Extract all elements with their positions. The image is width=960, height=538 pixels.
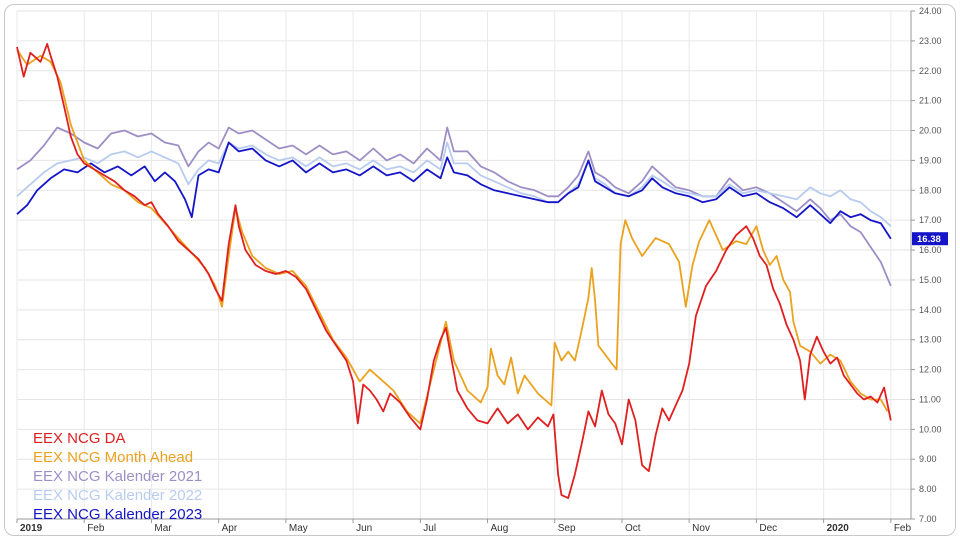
x-tick-label: Feb [87,523,105,534]
line-chart: 24.00 23.00 22.00 21.00 20.00 19.00 18.00 17.00… [16,6,948,534]
series-line-eex-ncg-kalender-2023 [16,141,892,240]
y-tick-label: 7.00 [919,514,937,524]
series-line-eex-ncg-kalender-2022 [16,141,892,227]
series-line-eex-ncg-kalender-2021 [16,126,892,287]
y-tick-label: 17.00 [919,215,942,225]
x-tick-label: May [289,523,308,534]
legend-entry: EEX NCG DA [33,430,126,447]
y-tick-label: 20.00 [919,126,942,136]
series-line-eex-ncg-da [16,43,892,499]
y-tick-label: 13.00 [919,335,942,345]
legend: EEX NCG DA EEX NCG Month Ahead EEX NCG Kal… [33,430,202,523]
x-tick-label: Dec [759,523,777,534]
y-tick-label: 24.00 [919,6,942,16]
last-value-badge: 16.38 [912,232,948,246]
x-tick-label: Aug [491,523,509,534]
y-tick-label: 14.00 [919,305,942,315]
y-tick-label: 22.00 [919,66,942,76]
y-tick-label: 15.00 [919,275,942,285]
y-tick-label: 12.00 [919,365,942,375]
y-tick-label: 11.00 [919,394,941,404]
y-tick-label: 19.00 [919,155,942,165]
x-tick-label: 2020 [827,523,850,534]
y-tick-label: 21.00 [919,96,942,106]
x-tick-label: Apr [222,523,238,534]
series-group [16,43,892,499]
badge-value: 16.38 [917,234,941,245]
legend-entry: EEX NCG Month Ahead [33,449,193,466]
y-tick-label: 18.00 [919,185,942,195]
axes: 24.00 23.00 22.00 21.00 20.00 19.00 18.00 17.00… [16,6,942,534]
x-tick-label: Feb [894,523,912,534]
grid [16,10,911,520]
legend-entry: EEX NCG Kalender 2021 [33,468,202,485]
chart-frame: 24.00 23.00 22.00 21.00 20.00 19.00 18.00 17.00… [4,4,956,536]
legend-entry: EEX NCG Kalender 2022 [33,487,202,504]
badge-box [912,232,948,246]
y-tick-label: 10.00 [919,424,942,434]
x-tick-label: 2019 [20,523,43,534]
x-tick-label: Sep [558,523,576,534]
x-tick-label: Jul [423,523,436,534]
legend-entry: EEX NCG Kalender 2023 [33,506,202,523]
y-tick-label: 8.00 [919,484,937,494]
y-tick-label: 9.00 [919,454,937,464]
y-tick-label: 16.00 [919,245,942,255]
y-tick-label: 23.00 [919,36,942,46]
x-tick-label: Nov [692,523,710,534]
x-tick-label: Mar [154,523,172,534]
x-tick-label: Jun [356,523,372,534]
x-tick-label: Oct [625,523,641,534]
